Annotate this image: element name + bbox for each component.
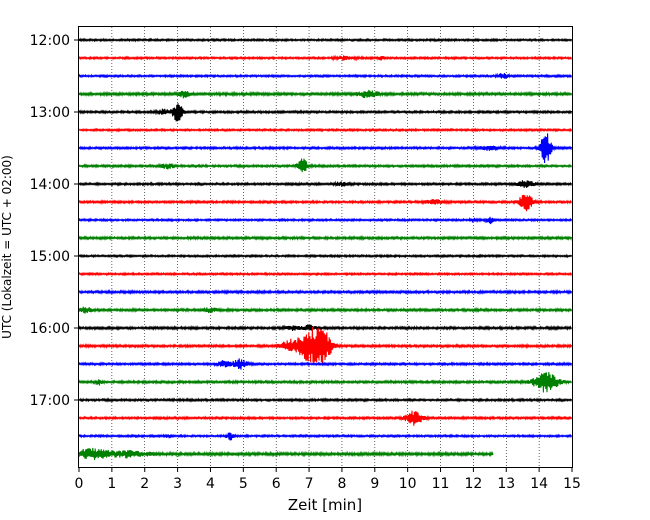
trace-1430: [78, 216, 573, 225]
trace-1730: [78, 432, 573, 441]
x-tick-label-12: 12: [464, 476, 482, 492]
y-axis-label: UTC (Lokalzeit = UTC + 02:00): [0, 155, 14, 339]
trace-1630: [78, 358, 573, 370]
x-tick-label-10: 10: [399, 476, 417, 492]
plot-frame: [78, 26, 573, 468]
trace-1245: [78, 89, 573, 99]
trace-1615: [78, 326, 573, 364]
trace-1745: [78, 447, 494, 460]
x-tick-label-11: 11: [432, 476, 450, 492]
x-tick-label-3: 3: [173, 476, 182, 492]
x-tick-label-8: 8: [337, 476, 346, 492]
trace-1330: [78, 133, 573, 164]
y-tick-label-1600: 16:00: [30, 321, 70, 337]
trace-1645: [78, 371, 573, 393]
trace-1230: [78, 72, 573, 79]
y-tick-label-1300: 13:00: [30, 105, 70, 121]
trace-1515: [78, 271, 573, 277]
x-tick-label-15: 15: [563, 476, 581, 492]
trace-1400: [78, 180, 573, 188]
trace-1300: [78, 103, 573, 122]
y-axis-ticks: 12:00 13:00 14:00 15:00 16:00 17:00: [30, 33, 79, 409]
y-tick-label-1400: 14:00: [30, 177, 70, 193]
x-tick-label-1: 1: [107, 476, 116, 492]
y-tick-label-1700: 17:00: [30, 393, 70, 409]
trace-1445: [78, 234, 573, 242]
vertical-gridlines: [111, 27, 540, 467]
x-tick-label-9: 9: [370, 476, 379, 492]
trace-1600: [78, 324, 573, 332]
trace-layer: [78, 37, 573, 460]
y-tick-label-1200: 12:00: [30, 33, 70, 49]
trace-1345: [78, 158, 573, 173]
x-tick-label-4: 4: [206, 476, 215, 492]
x-tick-label-7: 7: [305, 476, 314, 492]
x-tick-label-0: 0: [75, 476, 84, 492]
trace-1415: [78, 194, 573, 212]
x-axis-ticks: 0 1 2 3 4 5 6 7 8 9 10 11 12 13 14 15: [75, 467, 581, 492]
trace-1715: [78, 410, 573, 426]
trace-1500: [78, 253, 573, 259]
trace-1200: [78, 37, 573, 43]
trace-1315: [78, 127, 573, 133]
trace-1545: [78, 306, 573, 314]
x-tick-label-5: 5: [239, 476, 248, 492]
x-axis-label: Zeit [min]: [288, 496, 362, 514]
x-tick-label-14: 14: [530, 476, 548, 492]
x-tick-label-13: 13: [497, 476, 515, 492]
trace-1215: [78, 54, 573, 62]
trace-1700: [78, 397, 573, 403]
x-tick-label-2: 2: [140, 476, 149, 492]
trace-1530: [78, 288, 573, 296]
x-tick-label-6: 6: [272, 476, 281, 492]
y-tick-label-1500: 15:00: [30, 249, 70, 265]
